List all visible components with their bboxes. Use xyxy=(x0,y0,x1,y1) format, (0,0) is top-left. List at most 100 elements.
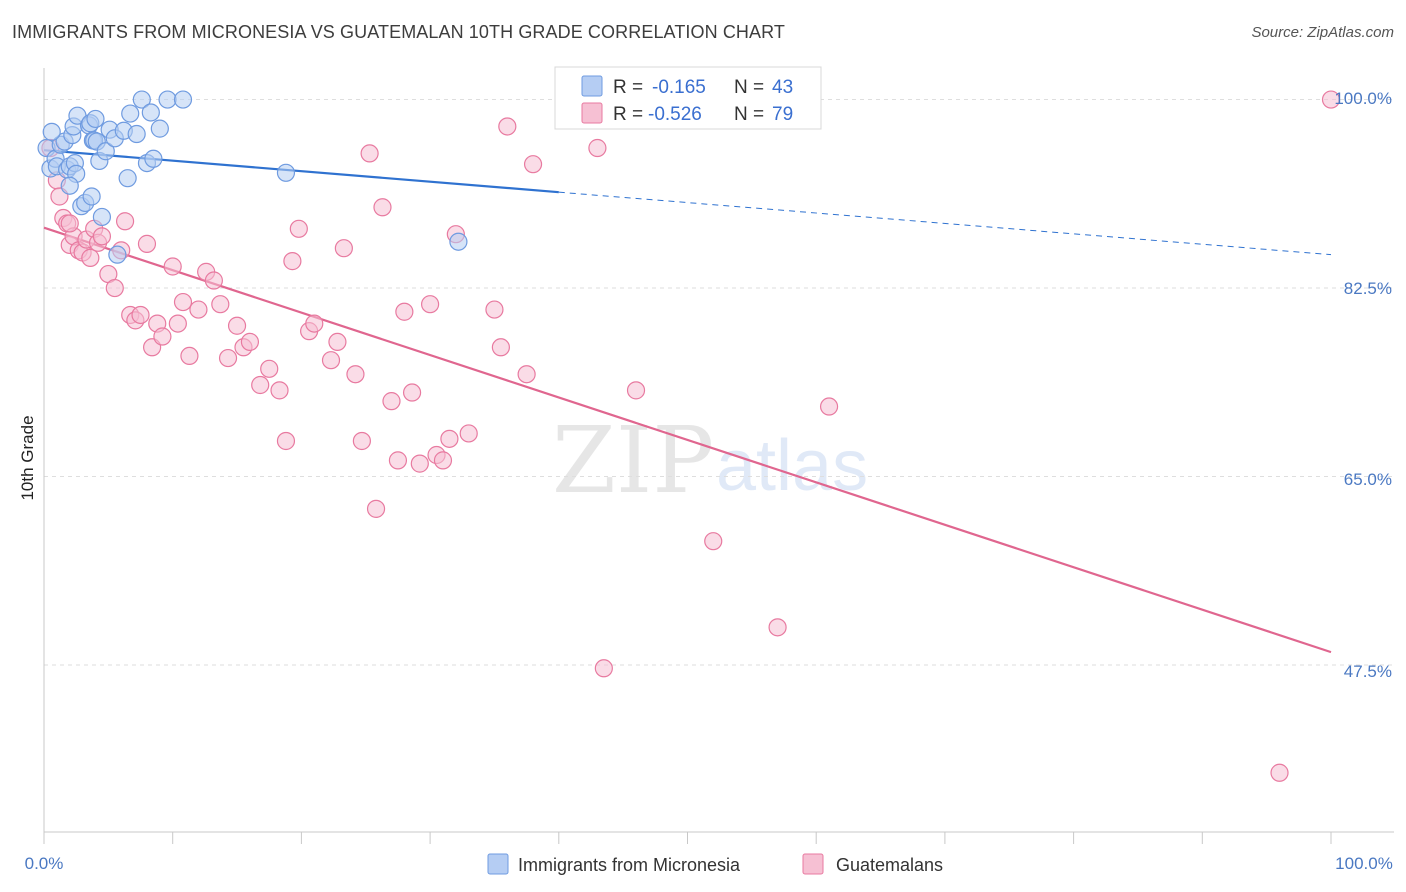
legend: R = -0.165 N = 43 R = -0.526 N = 79 xyxy=(554,66,822,130)
watermark: ZIP atlas xyxy=(552,407,868,514)
point-guatemalans xyxy=(283,252,302,271)
point-guatemalans xyxy=(334,239,353,258)
point-micronesia xyxy=(108,245,127,264)
point-guatemalans xyxy=(433,451,453,470)
point-guatemalans xyxy=(289,219,308,238)
trend-line-guatemalans xyxy=(43,226,1332,654)
point-guatemalans xyxy=(180,346,199,366)
point-guatemalans xyxy=(421,295,440,314)
point-micronesia xyxy=(82,187,101,206)
legend-n-value: 43 xyxy=(772,77,793,98)
trend-lines xyxy=(43,149,1332,654)
point-guatemalans xyxy=(240,332,260,351)
point-guatemalans xyxy=(211,295,230,314)
legend-n-label: N = xyxy=(734,104,764,125)
point-guatemalans xyxy=(440,429,459,448)
point-guatemalans xyxy=(346,365,365,384)
point-guatemalans xyxy=(1270,763,1289,782)
legend-n-label: N = xyxy=(734,77,764,98)
trend-line-micronesia-dashed xyxy=(558,191,1332,256)
point-guatemalans xyxy=(305,314,324,333)
point-guatemalans xyxy=(523,155,543,174)
point-micronesia xyxy=(132,90,151,109)
legend-n-value: 79 xyxy=(772,104,793,125)
point-guatemalans xyxy=(227,316,247,335)
point-guatemalans xyxy=(60,214,79,233)
point-guatemalans xyxy=(321,351,341,370)
bottom-legend-swatch-blue xyxy=(487,853,509,875)
point-micronesia xyxy=(42,122,61,141)
point-guatemalans xyxy=(382,392,401,411)
point-guatemalans xyxy=(395,302,414,321)
bottom-legend: Immigrants from Micronesia Guatemalans xyxy=(487,853,943,875)
point-guatemalans xyxy=(485,300,504,319)
point-guatemalans xyxy=(218,348,238,368)
point-micronesia xyxy=(60,176,79,195)
legend-r-value: -0.165 xyxy=(652,77,706,98)
x-tick-label: 0.0% xyxy=(25,854,64,873)
y-tick-label: 100.0% xyxy=(1334,89,1392,108)
point-guatemalans xyxy=(173,292,193,312)
legend-r-label: R = xyxy=(613,77,643,98)
axes xyxy=(43,68,1394,844)
y-tick-label: 65.0% xyxy=(1344,470,1392,489)
point-guatemalans xyxy=(189,300,208,319)
point-micronesia xyxy=(86,109,105,129)
point-micronesia xyxy=(158,90,177,109)
point-guatemalans xyxy=(388,451,408,470)
point-micronesia xyxy=(141,103,160,122)
point-guatemalans xyxy=(260,359,279,378)
point-guatemalans xyxy=(92,227,112,246)
point-guatemalans xyxy=(588,138,607,158)
bottom-legend-label: Immigrants from Micronesia xyxy=(518,855,741,875)
point-guatemalans xyxy=(153,327,172,346)
point-guatemalans xyxy=(373,198,392,217)
point-guatemalans xyxy=(366,499,386,518)
point-guatemalans xyxy=(115,212,135,231)
point-micronesia xyxy=(449,232,468,251)
point-guatemalans xyxy=(594,659,613,678)
point-guatemalans xyxy=(105,278,124,298)
point-micronesia xyxy=(92,207,112,227)
point-micronesia xyxy=(127,124,146,144)
point-guatemalans xyxy=(131,305,150,325)
point-guatemalans xyxy=(352,431,371,451)
point-guatemalans xyxy=(276,431,296,451)
grid xyxy=(44,99,1394,666)
point-guatemalans xyxy=(498,117,517,136)
point-guatemalans xyxy=(402,383,422,402)
source-credit: Source: ZipAtlas.com xyxy=(1251,24,1394,41)
bottom-legend-label: Guatemalans xyxy=(836,855,943,875)
chart-title: IMMIGRANTS FROM MICRONESIA VS GUATEMALAN… xyxy=(12,22,785,42)
point-micronesia xyxy=(118,169,137,188)
point-micronesia xyxy=(173,90,193,109)
point-guatemalans xyxy=(270,381,289,400)
point-guatemalans xyxy=(1321,90,1341,109)
watermark-atlas: atlas xyxy=(716,426,868,506)
point-micronesia xyxy=(276,163,296,182)
point-micronesia xyxy=(150,119,169,138)
point-guatemalans xyxy=(626,381,646,400)
point-guatemalans xyxy=(328,332,347,351)
point-guatemalans xyxy=(81,248,100,267)
legend-swatch-pink xyxy=(581,102,603,124)
point-micronesia xyxy=(96,142,115,161)
watermark-zip: ZIP xyxy=(552,407,714,514)
point-guatemalans xyxy=(704,532,723,551)
trend-line-micronesia xyxy=(43,149,559,194)
point-guatemalans xyxy=(491,338,510,357)
bottom-legend-swatch-pink xyxy=(802,853,824,875)
legend-r-label: R = xyxy=(613,104,643,125)
legend-r-value: -0.526 xyxy=(648,104,702,125)
point-guatemalans xyxy=(204,271,223,290)
point-guatemalans xyxy=(137,234,157,253)
point-guatemalans xyxy=(410,454,429,473)
point-guatemalans xyxy=(459,424,478,443)
point-guatemalans xyxy=(168,314,187,333)
x-tick-label: 100.0% xyxy=(1335,854,1393,873)
legend-swatch-blue xyxy=(581,75,603,97)
data-points xyxy=(37,90,1341,782)
point-micronesia xyxy=(144,149,163,168)
y-tick-label: 82.5% xyxy=(1344,279,1392,298)
